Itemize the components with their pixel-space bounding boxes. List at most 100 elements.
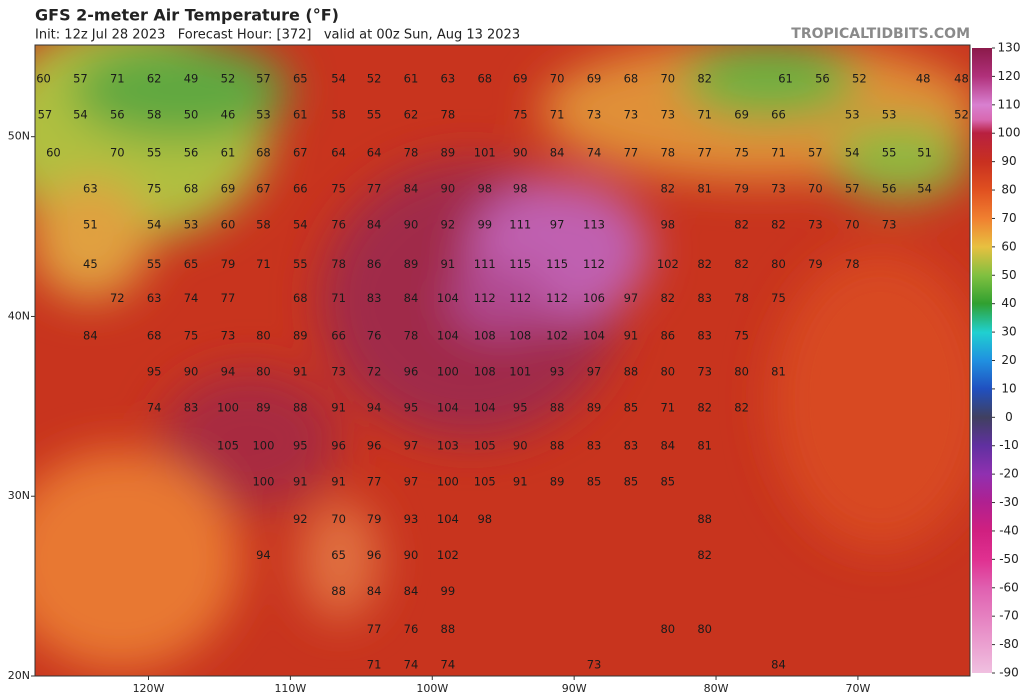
station-value: 100 [252,438,274,452]
station-value: 71 [331,291,346,305]
temperature-field [35,45,970,676]
station-value: 108 [509,329,531,343]
station-value: 88 [441,622,456,636]
station-value: 62 [404,108,419,122]
station-value: 84 [404,584,419,598]
station-value: 55 [293,257,308,271]
station-value: 74 [587,145,602,159]
station-value: 55 [882,145,897,159]
station-value: 78 [845,257,860,271]
station-value: 95 [293,438,308,452]
station-value: 61 [221,145,236,159]
station-value: 104 [437,329,459,343]
x-tick-label: 120W [133,682,165,695]
station-value: 71 [367,658,382,672]
station-value: 82 [697,72,712,86]
station-value: 104 [474,401,496,415]
colorbar-label: 20 [1001,353,1016,367]
colorbar-label: -50 [999,552,1019,566]
station-value: 56 [815,72,830,86]
station-value: 90 [404,548,419,562]
station-value: 90 [184,365,199,379]
station-value: 112 [546,291,568,305]
map-frame [34,44,971,677]
station-value: 70 [550,72,565,86]
station-value: 62 [147,72,162,86]
station-value: 82 [697,548,712,562]
station-value: 80 [660,622,675,636]
station-value: 79 [221,257,236,271]
y-tick-label: 20N [8,669,30,682]
station-value: 72 [367,365,382,379]
colorbar-label: 110 [998,97,1021,111]
station-value: 98 [477,181,492,195]
station-value: 75 [184,329,199,343]
station-value: 71 [697,108,712,122]
station-value: 79 [367,512,382,526]
station-value: 98 [660,217,675,231]
station-value: 79 [808,257,823,271]
x-tick-label: 90W [562,682,587,695]
station-value: 53 [845,108,860,122]
station-value: 91 [331,474,346,488]
station-value: 54 [331,72,346,86]
station-value: 84 [83,329,98,343]
station-value: 61 [404,72,419,86]
station-value: 53 [256,108,271,122]
station-value: 101 [474,145,496,159]
station-value: 68 [477,72,492,86]
station-value: 73 [587,658,602,672]
station-value: 91 [624,329,639,343]
station-value: 82 [734,217,749,231]
station-value: 71 [771,145,786,159]
station-value: 88 [550,438,565,452]
station-value: 100 [437,474,459,488]
station-value: 102 [546,329,568,343]
station-value: 71 [110,72,125,86]
station-value: 75 [147,181,162,195]
station-value: 64 [331,145,346,159]
station-value: 67 [256,181,271,195]
station-value: 57 [808,145,823,159]
station-value: 80 [256,365,271,379]
station-value: 83 [587,438,602,452]
station-value: 78 [331,257,346,271]
station-value: 86 [367,257,382,271]
station-value: 68 [256,145,271,159]
station-value: 92 [441,217,456,231]
station-value: 63 [147,291,162,305]
station-value: 73 [624,108,639,122]
station-value: 84 [771,658,786,672]
colorbar-label: -30 [999,495,1019,509]
station-value: 98 [477,512,492,526]
station-value: 48 [954,72,969,86]
station-value: 83 [184,401,199,415]
station-value: 70 [808,181,823,195]
station-value: 105 [474,474,496,488]
map-subtitle: Init: 12z Jul 28 2023 Forecast Hour: [37… [35,28,520,43]
station-value: 84 [404,291,419,305]
station-value: 73 [221,329,236,343]
colorbar-label: -60 [999,580,1019,594]
station-value: 77 [221,291,236,305]
colorbar-label: 100 [998,126,1021,140]
station-value: 56 [184,145,199,159]
station-value: 78 [404,329,419,343]
station-value: 78 [660,145,675,159]
station-value: 88 [293,401,308,415]
station-value: 73 [660,108,675,122]
colorbar-label: -70 [999,609,1019,623]
station-value: 89 [404,257,419,271]
station-value: 63 [83,181,98,195]
station-value: 52 [221,72,236,86]
station-value: 54 [293,217,308,231]
station-value: 99 [477,217,492,231]
station-value: 91 [441,257,456,271]
station-value: 82 [734,401,749,415]
y-tick-label: 50N [8,130,30,143]
station-value: 89 [587,401,602,415]
station-value: 81 [771,365,786,379]
station-value: 90 [513,145,528,159]
colorbar-label: 50 [1001,268,1016,282]
colorbar-label: -90 [999,666,1019,680]
